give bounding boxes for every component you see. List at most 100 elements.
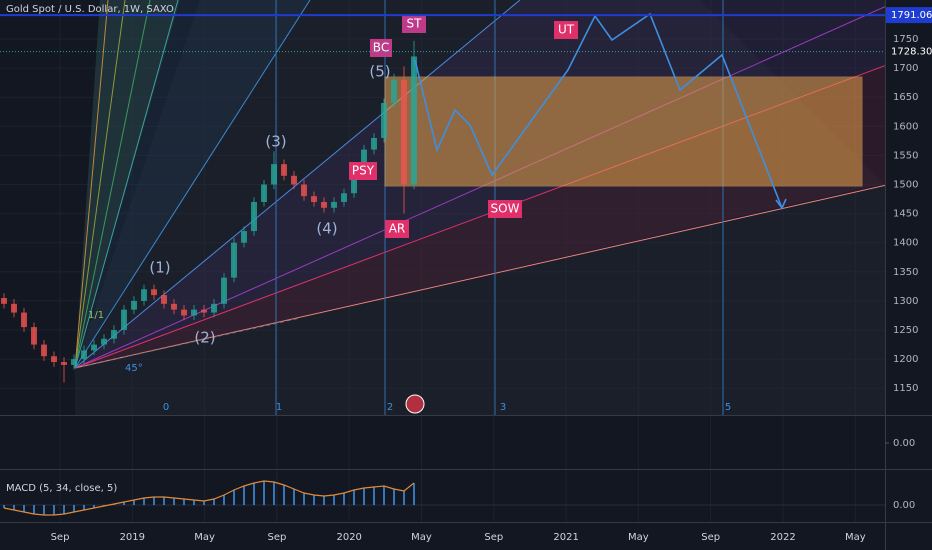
macd-bar xyxy=(373,487,375,505)
overlay: 1150120012501300135014001450150015501600… xyxy=(0,7,932,543)
macd-bar xyxy=(163,497,165,505)
phase-tag: AR xyxy=(389,222,406,236)
projection-path xyxy=(414,12,783,209)
candle-body xyxy=(401,79,407,185)
macd-bar xyxy=(283,485,285,505)
y-tick-label: 0.00 xyxy=(893,500,915,511)
fan-ratio: 1/1 xyxy=(88,310,104,321)
y-tick-label: 1650 xyxy=(893,92,918,103)
macd-bar xyxy=(83,505,85,510)
y-tick-label: 1550 xyxy=(893,150,918,161)
macd-bar xyxy=(73,505,75,512)
fan-line xyxy=(74,0,109,369)
candle-body xyxy=(201,309,207,313)
macd-bar xyxy=(123,502,125,505)
candle-body xyxy=(161,295,167,304)
arrow-head xyxy=(775,198,787,210)
cycle-label: 2 xyxy=(387,402,393,413)
x-tick-label: May xyxy=(194,532,215,543)
candle-body xyxy=(41,344,47,357)
macd-bar xyxy=(353,490,355,505)
candle-body xyxy=(391,79,397,104)
candle-body xyxy=(91,344,97,351)
price-label-box xyxy=(886,7,932,24)
macd-bar xyxy=(63,505,65,514)
event-icon[interactable] xyxy=(405,394,425,414)
y-tick-label: 1400 xyxy=(893,238,918,249)
macd-bar xyxy=(133,500,135,505)
x-tick-label: May xyxy=(845,532,866,543)
y-tick-label: 0.00 xyxy=(893,438,915,449)
macd-bar xyxy=(253,483,255,505)
x-tick-label: 2022 xyxy=(770,532,795,543)
y-tick-label: 1450 xyxy=(893,209,918,220)
candle-body xyxy=(101,338,107,345)
y-tick-label: 1150 xyxy=(893,383,918,394)
candle-body xyxy=(341,193,347,202)
candle-body xyxy=(281,164,287,176)
macd-bar xyxy=(273,482,275,505)
fan-line xyxy=(74,0,521,369)
cycle-label: 3 xyxy=(500,402,506,413)
wave-label: (5) xyxy=(369,63,390,81)
macd-bar xyxy=(413,483,415,505)
fan-line xyxy=(74,0,311,369)
symbol-title[interactable]: Gold Spot / U.S. Dollar, 1W, SAXO xyxy=(6,4,174,15)
wave-label: (3) xyxy=(265,133,286,151)
candle-body xyxy=(151,289,157,296)
macd-bar xyxy=(363,488,365,505)
macd-bar xyxy=(13,505,15,510)
candle-body xyxy=(251,201,257,232)
candle-body xyxy=(221,277,227,304)
y-tick-label: 1750 xyxy=(893,34,918,45)
macd-bar xyxy=(23,505,25,512)
macd-bar xyxy=(3,505,5,508)
macd-bar xyxy=(333,495,335,505)
y-tick-label: 1600 xyxy=(893,121,918,132)
fan-line xyxy=(74,0,151,369)
macd-bar xyxy=(143,498,145,505)
candle-body xyxy=(271,164,277,185)
cycle-label: 5 xyxy=(725,402,731,413)
cycle-label: 0 xyxy=(163,402,169,413)
fan-angle: 45° xyxy=(125,363,143,374)
macd-bar xyxy=(53,505,55,515)
candle-body xyxy=(231,242,237,278)
fan-line xyxy=(74,0,179,369)
macd-title[interactable]: MACD (5, 34, close, 5) xyxy=(6,483,117,494)
cycle-label: 1 xyxy=(276,402,282,413)
price-label: 1791.06 xyxy=(891,10,932,21)
candle-body xyxy=(181,309,187,316)
candle-body xyxy=(81,350,87,360)
macd-bar xyxy=(323,496,325,505)
tag-box xyxy=(402,15,426,33)
candle-body xyxy=(291,175,297,185)
fan-line xyxy=(74,317,301,369)
y-tick-label: 1500 xyxy=(893,180,918,191)
macd-bar xyxy=(303,493,305,505)
candle-body xyxy=(411,56,417,185)
candle-body xyxy=(331,201,337,208)
x-tick-label: Sep xyxy=(484,532,503,543)
phase-tag: SOW xyxy=(491,202,520,216)
x-tick-label: Sep xyxy=(701,532,720,543)
macd-bar xyxy=(223,495,225,505)
tag-box xyxy=(370,39,392,57)
tag-box xyxy=(554,21,578,39)
macd-bar xyxy=(293,489,295,505)
range-box xyxy=(384,76,863,187)
wave-label: (2) xyxy=(194,329,215,347)
fan-line xyxy=(74,0,126,369)
candle-body xyxy=(61,362,67,365)
macd-bar xyxy=(213,499,215,505)
candle-body xyxy=(211,303,217,313)
candle-body xyxy=(311,196,317,202)
candle-body xyxy=(1,298,7,304)
candle-body xyxy=(111,330,117,339)
grid xyxy=(0,0,885,522)
tag-box xyxy=(385,220,409,238)
candle-body xyxy=(361,149,367,173)
macd-bar xyxy=(193,500,195,505)
x-tick-label: May xyxy=(411,532,432,543)
